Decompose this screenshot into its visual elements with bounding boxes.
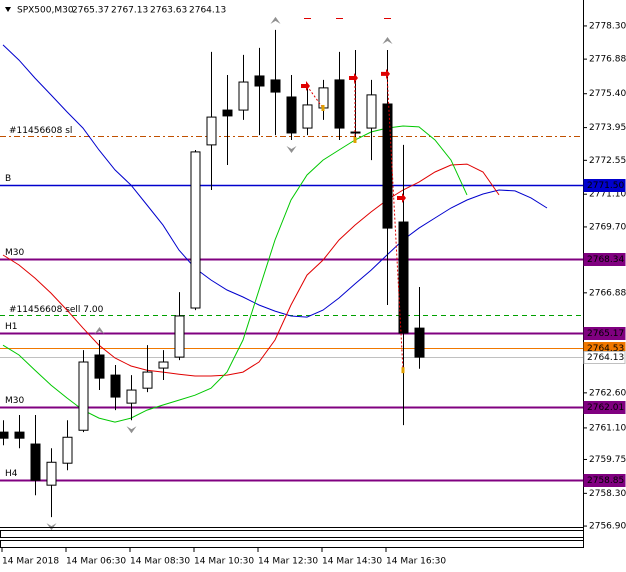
candle-body [254,75,265,87]
header-high: 2767.13 [111,6,148,16]
fractal-up [94,327,105,335]
ma-line [2,163,500,377]
fractal-down [126,426,137,434]
candle-body [318,87,329,109]
x-tick-label: 14 Mar 08:30 [130,557,190,567]
level-name: M30 [5,396,24,406]
trade-open-marker [397,192,406,203]
level-price-box [583,401,626,414]
level-price-label: 2762.01 [587,403,624,413]
fractal-down [46,523,57,531]
trade-close-marker [321,104,325,111]
candle-body [334,79,345,129]
candle-body [30,443,41,481]
candle-body [302,104,313,129]
level-price-box [583,179,626,192]
fractal-up [270,16,281,24]
trade-close-marker [353,136,357,143]
candle-body [0,431,9,439]
trade-line [386,73,404,371]
level-name: H4 [5,469,18,479]
header-open: 2765.37 [72,6,109,16]
y-tick-label: 2761.10 [589,423,626,433]
candle-body [14,431,25,439]
candle-body [398,221,409,334]
level-price-box [583,253,626,266]
candle-body [414,327,425,358]
level-name: H1 [5,322,18,332]
level-name: B [5,174,11,184]
candle-body [270,79,281,93]
candle-body [62,436,73,464]
level-price-label: 2758.85 [587,476,624,486]
x-tick-label: 14 Mar 14:30 [322,557,382,567]
x-tick-label: 14 Mar 10:30 [194,557,254,567]
y-tick-label: 2769.70 [589,222,626,232]
symbol: SPX500,M30 [17,6,74,16]
symbol-icon [5,7,11,12]
y-tick-label: 2773.95 [589,123,626,133]
trade-open-marker [349,73,358,84]
plot-area: #11456608 sl #11456608 sell 7.00 B M30 H1 M30… [0,16,583,531]
candle-body [286,96,297,134]
level-price-label: 2771.50 [587,181,624,191]
trade-line [306,85,324,109]
header-low: 2763.63 [150,6,187,16]
y-tick-label: 2775.40 [589,89,626,99]
order-label: #11456608 sl [9,126,72,136]
trade-open-marker [381,68,390,79]
y-tick-label: 2759.75 [589,455,626,465]
candle-body [350,131,361,134]
order-label: #11456608 sell 7.00 [9,305,104,315]
y-tick-label: 2756.90 [589,522,626,532]
fractal-down [286,145,297,153]
level-price-label: 2765.17 [587,329,624,339]
y-tick-label: 2771.10 [589,190,626,200]
level-price-label: 2764.53 [587,344,624,354]
indicator-separator [0,530,584,538]
candle-body [190,151,201,309]
y-tick-label: 2766.88 [589,288,626,298]
candle-body [174,315,185,358]
candle-body [238,81,249,111]
candle-body [142,371,153,389]
candle-body [126,389,137,404]
y-tick-label: 2772.55 [589,156,626,166]
level-price-box [583,327,626,340]
fractal-up [382,37,393,45]
trade-close-marker [401,367,405,374]
candle-body [110,374,121,398]
x-tick-label: 14 Mar 06:30 [66,557,126,567]
x-tick-label: 14 Mar 12:30 [258,557,318,567]
level-price-box [583,474,626,487]
ma-line [2,44,548,318]
trade-open-marker [301,81,310,92]
candle-body [94,354,105,379]
level-price-box [583,351,626,364]
candle-body [158,361,169,369]
candle-body [382,103,393,229]
x-tick-label: 14 Mar 2018 [2,557,59,567]
candle-body [366,94,377,129]
candle-body [46,461,57,486]
candle-body [78,361,89,431]
candle-body [206,116,217,146]
level-price-label: 2764.13 [587,353,624,363]
y-tick-label: 2776.88 [589,55,626,65]
header-close: 2764.13 [189,6,226,16]
y-tick-label: 2758.30 [589,489,626,499]
level-price-label: 2768.34 [587,255,624,265]
level-name: M30 [5,248,24,258]
y-tick-label: 2778.30 [589,21,626,31]
x-tick-label: 14 Mar 16:30 [386,557,446,567]
indicator-separator [0,540,584,548]
y-tick-label: 2762.60 [589,388,626,398]
candle-body [222,109,233,117]
